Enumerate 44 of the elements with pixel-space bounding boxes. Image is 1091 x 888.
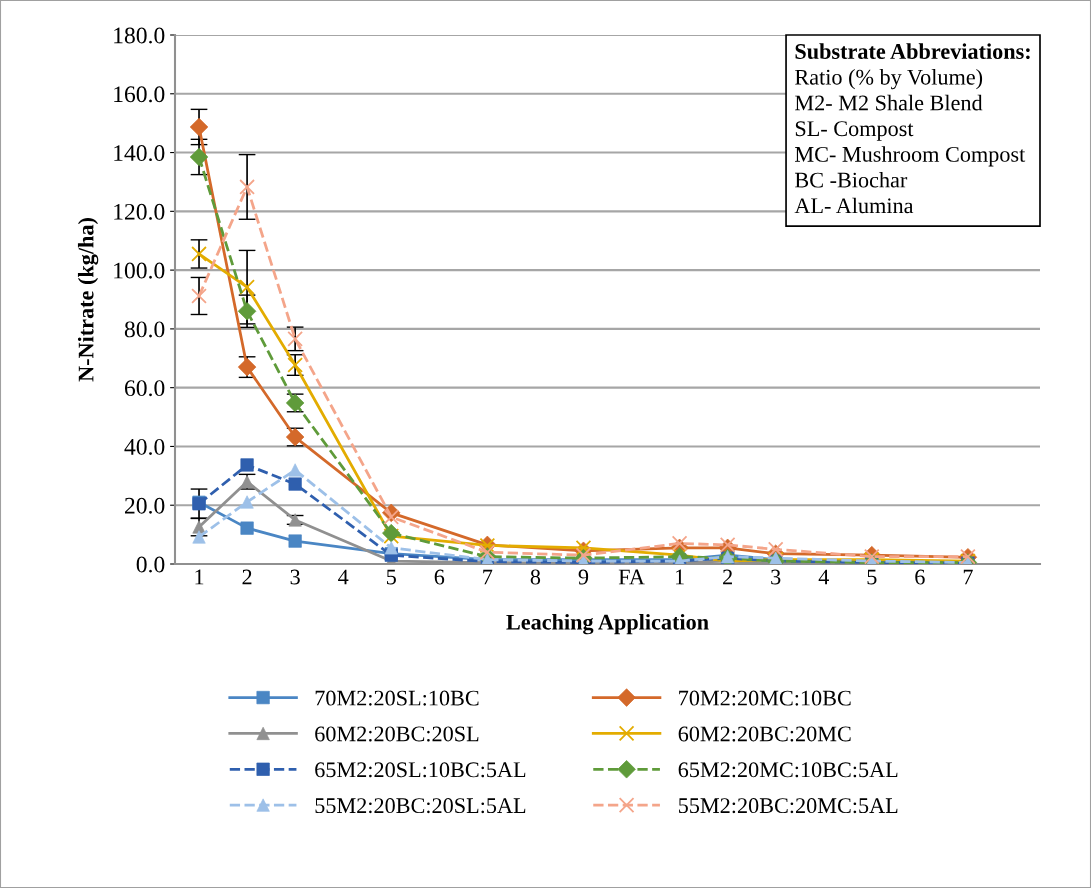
x-tick-label: 3	[290, 569, 300, 585]
x-tick-label: 5	[386, 569, 396, 585]
legend-label: 60M2:20BC:20MC	[678, 726, 851, 742]
x-tick-label: 8	[530, 569, 541, 585]
x-tick-label: 9	[578, 569, 589, 585]
x-tick-label: 7	[963, 569, 973, 585]
annotation: M2- M2 Shale Blend	[795, 94, 983, 111]
x-tick-label: 7	[483, 569, 493, 585]
annotation: Ratio (% by Volume)	[795, 69, 983, 90]
y-tick-label: 20.0	[125, 497, 165, 514]
y-tick-label: 100.0	[114, 262, 165, 279]
x-tick-label: 2	[242, 569, 252, 585]
y-tick-label: 160.0	[114, 86, 165, 103]
legend-label: 70M2:20SL:10BC	[315, 690, 479, 706]
x-axis-title: Leaching Application	[506, 614, 709, 635]
legend-label: 55M2:20BC:20MC:5AL	[678, 798, 898, 814]
y-tick-label: 40.0	[124, 438, 165, 455]
x-tick-label: FA	[618, 569, 645, 585]
x-tick-label: 4	[818, 569, 829, 585]
legend-label: 55M2:20BC:20SL:5AL	[315, 798, 526, 814]
annotation: MC- Mushroom Compost	[795, 146, 1026, 167]
x-tick-label: 6	[915, 569, 925, 585]
legend-label: 60M2:20BC:20SL	[315, 726, 479, 742]
legend-label: 65M2:20MC:10BC:5AL	[678, 762, 898, 778]
y-tick-label: 180.0	[114, 27, 165, 44]
x-tick-label: 1	[195, 569, 204, 585]
annotation: AL- Alumina	[794, 197, 914, 214]
x-tick-label: 1	[675, 569, 684, 585]
annotation: BC -Biochar	[795, 171, 908, 188]
y-tick-label: 140.0	[114, 145, 165, 162]
annotation: Substrate Abbreviations:	[795, 43, 1030, 60]
y-tick-label: 80.0	[124, 321, 165, 338]
x-tick-label: 4	[338, 569, 349, 585]
y-tick-label: 60.0	[124, 380, 165, 397]
legend-label: 65M2:20SL:10BC:5AL	[315, 762, 526, 778]
y-tick-label: 120.0	[114, 203, 165, 220]
y-axis-title: N-Nitrate (kg/ha)	[77, 218, 99, 382]
x-tick-label: 2	[723, 569, 732, 585]
legend-label: 70M2:20MC:10BC	[679, 690, 851, 706]
x-tick-label: 6	[434, 569, 445, 585]
x-tick-label: 5	[867, 569, 877, 585]
x-tick-label: 3	[771, 569, 781, 585]
y-tick-label: 0.0	[136, 556, 165, 573]
annotation: SL- Compost	[795, 121, 914, 141]
